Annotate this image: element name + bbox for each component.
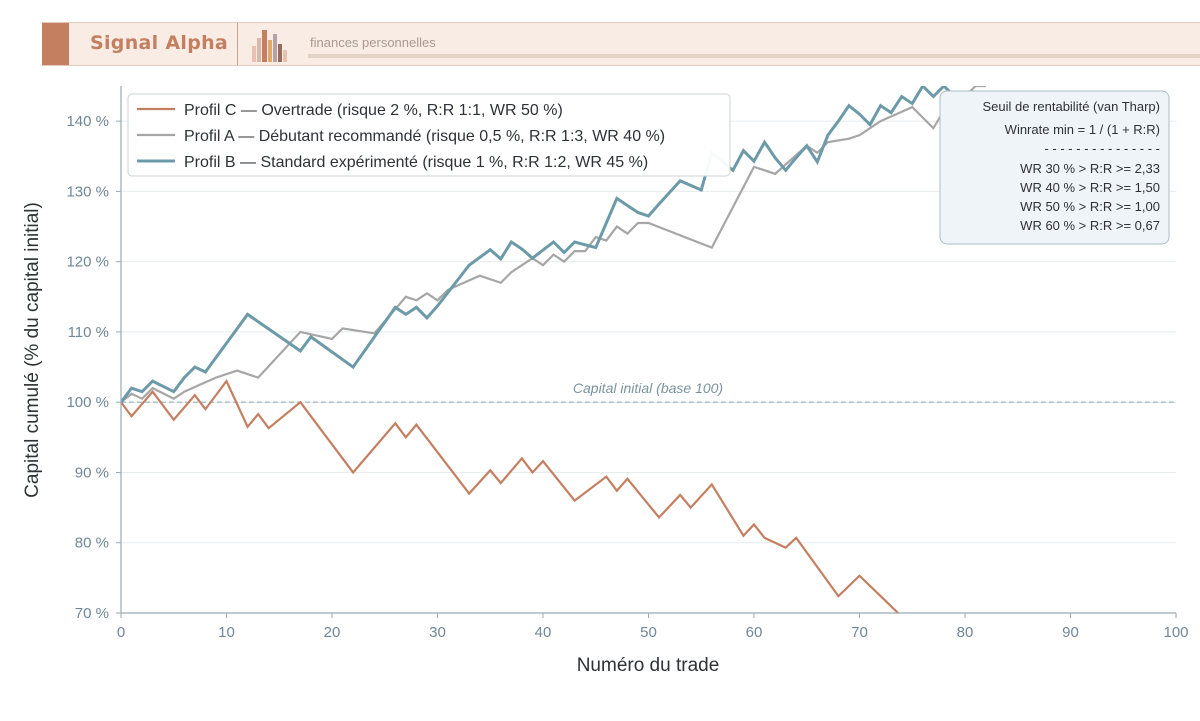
x-tick-label: 100 (1163, 624, 1188, 641)
y-tick-label: 130 % (66, 183, 109, 200)
banner-divider (237, 23, 238, 65)
y-tick-label: 90 % (75, 464, 109, 481)
annotations: Capital initial (base 100) (121, 380, 1176, 403)
info-box-frame (939, 90, 1170, 245)
legend-label: Profil C — Overtrade (risque 2 %, R:R 1:… (184, 102, 563, 119)
y-tick-label: 110 % (68, 324, 109, 341)
info-box-line: WR 60 % > R:R >= 0,67 (1020, 218, 1160, 233)
header-banner: Signal Alpha finances personnelles (42, 22, 1200, 66)
x-tick-label: 50 (640, 624, 657, 641)
x-tick-label: 40 (535, 624, 552, 641)
y-tick-label: 80 % (75, 535, 109, 552)
x-tick-label: 90 (1062, 624, 1079, 641)
series-line-2 (121, 86, 956, 404)
x-tick-label: 70 (851, 624, 868, 641)
brand-tagline: finances personnelles (310, 35, 436, 50)
y-axis-title: Capital cumulé (% du capital initial) (22, 202, 43, 498)
info-box-line: - - - - - - - - - - - - - - - (1044, 141, 1160, 156)
axes: 0 10 20 30 40 50 60 70 80 90 100 70 % 80 % 90 % 100 % 1… (22, 86, 1189, 676)
x-tick-label: 30 (429, 624, 446, 641)
y-tick-label: 140 % (66, 113, 109, 130)
info-box-line: WR 40 % > R:R >= 1,50 (1020, 180, 1160, 195)
base-line-label: Capital initial (base 100) (573, 380, 723, 396)
brand-color-swatch (42, 23, 69, 65)
info-box: Seuil de rentabilité (van Tharp) Winrate … (939, 90, 1170, 245)
info-box-line: Winrate min = 1 / (1 + R:R) (1005, 122, 1160, 137)
legend-box (127, 93, 731, 177)
series-line-0 (121, 378, 900, 613)
y-tick-label: 70 % (75, 605, 109, 622)
series-layer (121, 86, 987, 613)
legend: Profil C — Overtrade (risque 2 %, R:R 1:… (127, 93, 731, 177)
bar-chart-logo-icon (252, 30, 287, 62)
x-axis-title: Numéro du trade (577, 655, 720, 676)
x-tick-label: 20 (324, 624, 341, 641)
y-tick-label: 120 % (66, 254, 109, 271)
x-tick-label: 60 (746, 624, 763, 641)
info-box-line: Seuil de rentabilité (van Tharp) (982, 99, 1160, 114)
info-box-line: WR 30 % > R:R >= 2,33 (1020, 161, 1160, 176)
x-tick-label: 10 (218, 624, 235, 641)
series-line-1 (121, 86, 987, 404)
x-tick-label: 80 (957, 624, 974, 641)
y-tick-label: 100 % (66, 394, 109, 411)
tagline-underline (308, 54, 1200, 58)
legend-label: Profil A — Débutant recommandé (risque 0… (184, 128, 665, 145)
brand-name: Signal Alpha (90, 32, 229, 54)
info-box-line: WR 50 % > R:R >= 1,00 (1020, 199, 1160, 214)
legend-label: Profil B — Standard expérimenté (risque … (184, 154, 648, 171)
x-tick-label: 0 (117, 624, 125, 641)
